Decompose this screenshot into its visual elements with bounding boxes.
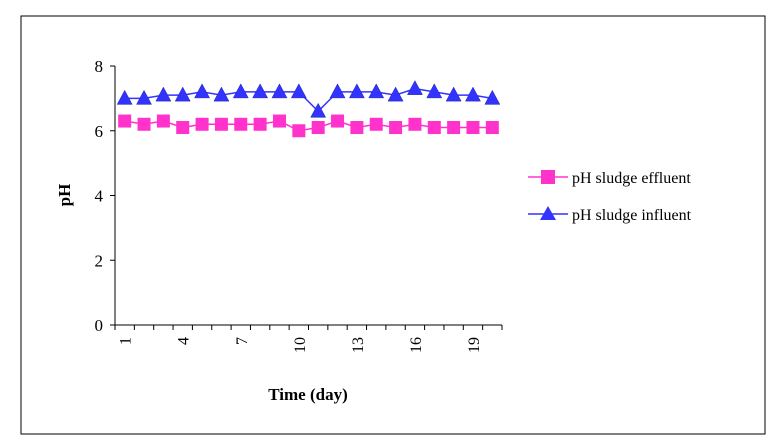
data-point-triangle bbox=[213, 86, 230, 102]
y-tick-label: 8 bbox=[95, 57, 104, 76]
data-point-triangle bbox=[194, 83, 210, 99]
data-point-triangle bbox=[271, 83, 288, 99]
data-point-square bbox=[156, 114, 170, 128]
data-point-square bbox=[118, 114, 132, 128]
y-tick-label: 2 bbox=[95, 251, 104, 270]
x-tick-label: 10 bbox=[292, 337, 309, 353]
data-point-square bbox=[176, 121, 190, 135]
data-point-triangle bbox=[155, 86, 172, 102]
data-point-square bbox=[195, 117, 209, 131]
data-point-square bbox=[272, 114, 286, 128]
data-point-triangle bbox=[368, 83, 385, 99]
data-point-triangle bbox=[484, 89, 501, 105]
legend-item-influent: pH sludge influent bbox=[528, 206, 692, 224]
data-point-triangle bbox=[387, 86, 404, 102]
x-tick-label: 4 bbox=[176, 337, 193, 345]
y-tick-label: 0 bbox=[95, 316, 104, 335]
data-point-square bbox=[408, 117, 422, 131]
x-axis-ticks: 1 4 7 10 13 16 19 bbox=[114, 325, 503, 353]
y-axis-label: pH bbox=[55, 184, 74, 207]
data-point-triangle bbox=[407, 80, 423, 95]
legend: pH sludge effluent pH sludge influent bbox=[528, 170, 692, 224]
legend-item-effluent: pH sludge effluent bbox=[528, 170, 691, 187]
data-point-square bbox=[292, 124, 306, 138]
data-point-square bbox=[137, 117, 151, 131]
x-tick-label: 16 bbox=[408, 337, 425, 353]
data-point-triangle bbox=[426, 83, 443, 99]
data-point-triangle bbox=[329, 83, 346, 99]
legend-marker-effluent bbox=[541, 170, 555, 184]
x-axis-label: Time (day) bbox=[268, 385, 348, 404]
x-tick-label: 7 bbox=[234, 337, 251, 345]
x-tick-label: 19 bbox=[466, 337, 483, 353]
data-point-square bbox=[447, 121, 461, 135]
legend-label-influent: pH sludge influent bbox=[572, 207, 692, 224]
data-point-triangle bbox=[310, 102, 327, 118]
legend-marker-influent bbox=[540, 206, 556, 220]
series-triangle bbox=[116, 80, 501, 118]
data-point-triangle bbox=[174, 86, 191, 102]
data-point-square bbox=[350, 121, 364, 135]
data-point-triangle bbox=[445, 86, 462, 102]
x-tick-label: 13 bbox=[350, 337, 367, 353]
data-point-triangle bbox=[136, 89, 152, 105]
y-tick-label: 4 bbox=[95, 187, 104, 206]
data-point-square bbox=[253, 117, 267, 131]
data-point-square bbox=[234, 117, 248, 131]
chart-border bbox=[20, 15, 766, 435]
y-axis-ticks: 0 2 4 6 8 bbox=[95, 57, 115, 335]
y-tick-label: 6 bbox=[95, 122, 104, 141]
data-point-square bbox=[311, 121, 325, 135]
series-layer bbox=[116, 80, 501, 138]
data-point-square bbox=[485, 121, 499, 135]
series-square bbox=[118, 114, 499, 138]
data-point-square bbox=[466, 121, 480, 135]
data-point-triangle bbox=[465, 86, 481, 102]
data-point-triangle bbox=[348, 83, 365, 99]
data-point-square bbox=[427, 121, 441, 135]
data-point-triangle bbox=[290, 83, 307, 99]
data-point-square bbox=[214, 117, 228, 131]
data-point-square bbox=[389, 121, 403, 135]
data-point-triangle bbox=[232, 83, 249, 99]
x-tick-label: 1 bbox=[118, 337, 135, 345]
data-point-triangle bbox=[252, 83, 269, 99]
data-point-square bbox=[331, 114, 345, 128]
data-point-triangle bbox=[116, 89, 133, 105]
legend-label-effluent: pH sludge effluent bbox=[572, 170, 691, 187]
data-point-square bbox=[369, 117, 383, 131]
